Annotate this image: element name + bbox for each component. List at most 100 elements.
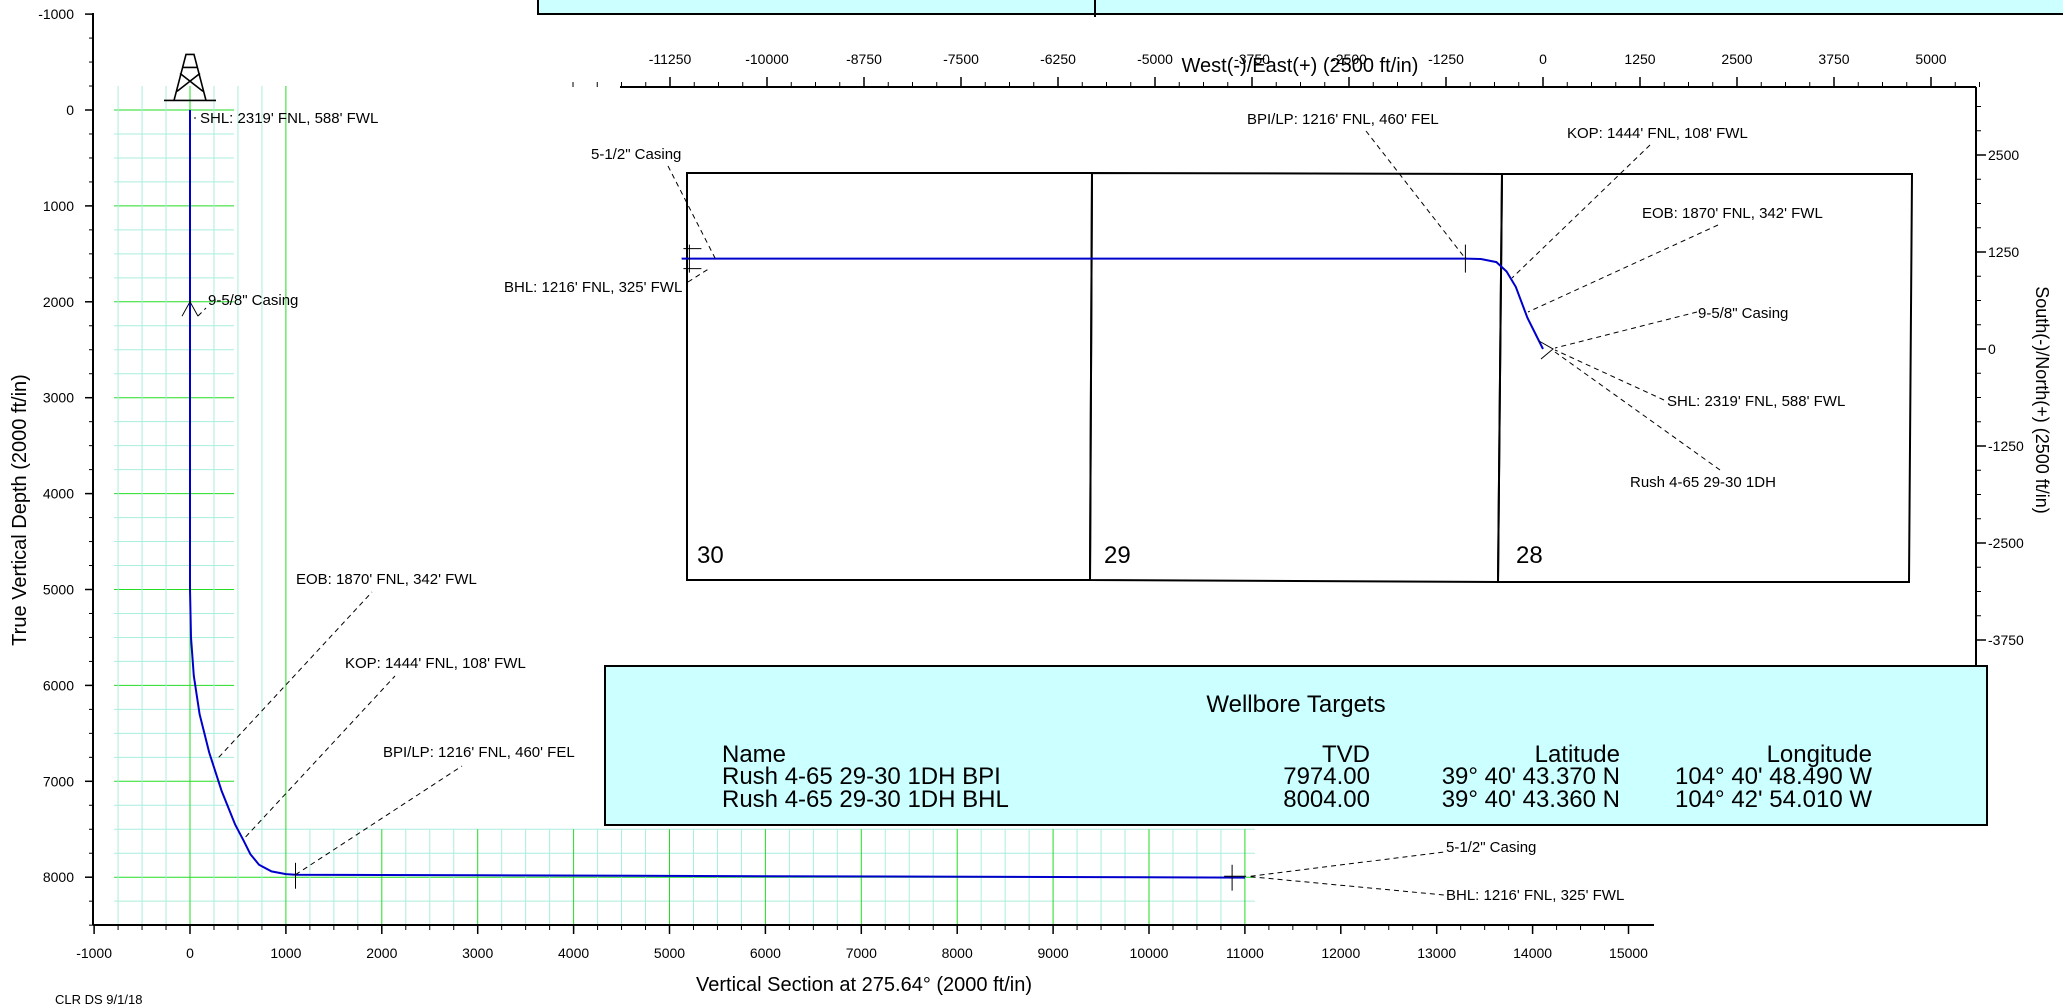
derrick-frame xyxy=(164,53,216,102)
target-longitude: 104° 42' 54.010 W xyxy=(1675,786,1872,813)
annotation-leader xyxy=(197,307,207,317)
x-tick-label: 13000 xyxy=(1417,945,1456,961)
x-tick-label: 14000 xyxy=(1513,945,1552,961)
y-tick-label: 4000 xyxy=(43,486,74,502)
plan-annotation-label: Rush 4-65 29-30 1DH xyxy=(1630,474,1776,491)
annotation-label: BHL: 1216' FNL, 325' FWL xyxy=(1446,887,1624,904)
section-number: 30 xyxy=(697,542,724,569)
plan-annotation-label: 5-1/2" Casing xyxy=(591,146,681,163)
casing-marker xyxy=(181,300,199,317)
annotation-leader xyxy=(1250,851,1445,877)
annotation-leader xyxy=(218,591,373,758)
x-tick-label: 5000 xyxy=(654,945,685,961)
plan-x-tick-label: -6250 xyxy=(1040,51,1076,67)
plan-annotation-leader xyxy=(1554,351,1721,471)
section-number: 29 xyxy=(1104,542,1131,569)
target-latitude: 39° 40' 43.370 N xyxy=(1441,763,1620,790)
target-latitude: 39° 40' 43.360 N xyxy=(1441,786,1620,813)
x-tick-label: 15000 xyxy=(1609,945,1648,961)
x-tick-label: 4000 xyxy=(558,945,589,961)
plan-x-tick-label: -5000 xyxy=(1137,51,1173,67)
plan-annotation-leader xyxy=(667,165,716,259)
well-path-line xyxy=(189,110,1245,879)
x-tick-label: 10000 xyxy=(1130,945,1169,961)
section-outline xyxy=(686,172,1094,581)
plan-well-path-line xyxy=(681,257,1544,350)
plan-x-tick-label: -3750 xyxy=(1234,51,1270,67)
x-tick-label: 3000 xyxy=(462,945,493,961)
casing-marker xyxy=(1224,864,1247,891)
y-axis-label: True Vertical Depth (2000 ft/in) xyxy=(9,374,31,646)
plan-annotation-leader xyxy=(1527,224,1719,313)
plan-x-tick-label: -2500 xyxy=(1331,51,1367,67)
plan-y-axis-label: South(-)/North(+) (2500 ft/in) xyxy=(2032,286,2052,514)
x-tick-label: 9000 xyxy=(1038,945,1069,961)
plan-x-tick-label: -11250 xyxy=(649,51,692,67)
plan-x-tick-label: 1250 xyxy=(1624,51,1655,67)
x-tick-label: 6000 xyxy=(750,945,781,961)
plan-y-tick-label: 0 xyxy=(1988,341,1996,357)
header-longitude: Longitude xyxy=(1766,741,1872,768)
plan-x-tick-label: -10000 xyxy=(745,51,789,67)
annotation-label: EOB: 1870' FNL, 342' FWL xyxy=(296,571,477,588)
plan-x-axis-label: West(-)/East(+) (2500 ft/in) xyxy=(1182,55,1419,77)
y-tick-label: 2000 xyxy=(43,294,74,310)
plan-x-tick-label: 2500 xyxy=(1721,51,1752,67)
x-tick-label: 11000 xyxy=(1226,945,1264,961)
plan-annotation-label: SHL: 2319' FNL, 588' FWL xyxy=(1667,393,1845,410)
x-tick-label: 12000 xyxy=(1321,945,1360,961)
plan-x-tick-label: -8750 xyxy=(846,51,882,67)
x-tick-label: -1000 xyxy=(76,945,112,961)
y-tick-label: 6000 xyxy=(43,677,74,693)
footer-note: CLR DS 9/1/18 xyxy=(55,992,143,1007)
section-outline xyxy=(1088,171,1504,584)
x-tick-label: 0 xyxy=(186,945,194,961)
annotation-label: 5-1/2" Casing xyxy=(1446,839,1536,856)
derrick-icon xyxy=(164,53,216,102)
x-tick-label: 7000 xyxy=(846,945,877,961)
plan-y-tick-label: -1250 xyxy=(1988,438,2024,454)
y-tick-label: 7000 xyxy=(43,773,74,789)
target-name: Rush 4-65 29-30 1DH BPI xyxy=(722,763,1001,790)
plan-y-tick-label: -3750 xyxy=(1988,632,2024,648)
targets-title: Wellbore Targets xyxy=(1206,691,1386,718)
y-tick-label: 5000 xyxy=(43,582,74,598)
section-outline xyxy=(1496,173,1914,583)
target-longitude: 104° 40' 48.490 W xyxy=(1675,763,1872,790)
header-latitude: Latitude xyxy=(1534,741,1620,768)
x-tick-label: 2000 xyxy=(366,945,397,961)
annotation-leader xyxy=(245,675,396,838)
top-info-panel xyxy=(537,0,2063,17)
plan-annotation-label: BHL: 1216' FNL, 325' FWL xyxy=(504,279,682,296)
plan-annotation-label: 9-5/8" Casing xyxy=(1698,305,1788,322)
plan-annotation-leader xyxy=(1511,144,1651,279)
plan-x-tick-label: 5000 xyxy=(1915,51,1946,67)
plan-annotation-leader xyxy=(1365,130,1466,259)
plan-y-tick-label: -2500 xyxy=(1988,535,2024,551)
annotation-label: SHL: 2319' FNL, 588' FWL xyxy=(200,110,378,127)
wellbore-targets-table: Wellbore Targets Name TVD Latitude Longi… xyxy=(604,665,1988,826)
top-panel-divider xyxy=(1094,0,1096,17)
plan-x-tick-label: 3750 xyxy=(1818,51,1849,67)
y-tick-label: 0 xyxy=(66,102,74,118)
plan-annotation-label: EOB: 1870' FNL, 342' FWL xyxy=(1642,205,1823,222)
header-tvd: TVD xyxy=(1322,741,1370,768)
x-tick-label: 1000 xyxy=(270,945,301,961)
x-tick-label: 8000 xyxy=(942,945,973,961)
plan-x-tick-label: -1250 xyxy=(1428,51,1464,67)
target-name: Rush 4-65 29-30 1DH BHL xyxy=(722,786,1009,813)
section-number: 28 xyxy=(1516,542,1543,569)
annotation-label: KOP: 1444' FNL, 108' FWL xyxy=(345,655,526,672)
plan-casing-marker xyxy=(1538,340,1554,360)
plan-x-tick-label: -7500 xyxy=(943,51,979,67)
plan-annotation-label: BPI/LP: 1216' FNL, 460' FEL xyxy=(1247,111,1439,128)
y-tick-label: 3000 xyxy=(43,390,74,406)
plan-casing-marker xyxy=(683,244,702,273)
x-axis-label: Vertical Section at 275.64° (2000 ft/in) xyxy=(696,974,1032,996)
annotation-leader xyxy=(295,765,463,876)
annotation-label: 9-5/8" Casing xyxy=(208,292,298,309)
annotation-leader xyxy=(1250,876,1445,896)
target-tvd: 7974.00 xyxy=(1283,763,1370,790)
